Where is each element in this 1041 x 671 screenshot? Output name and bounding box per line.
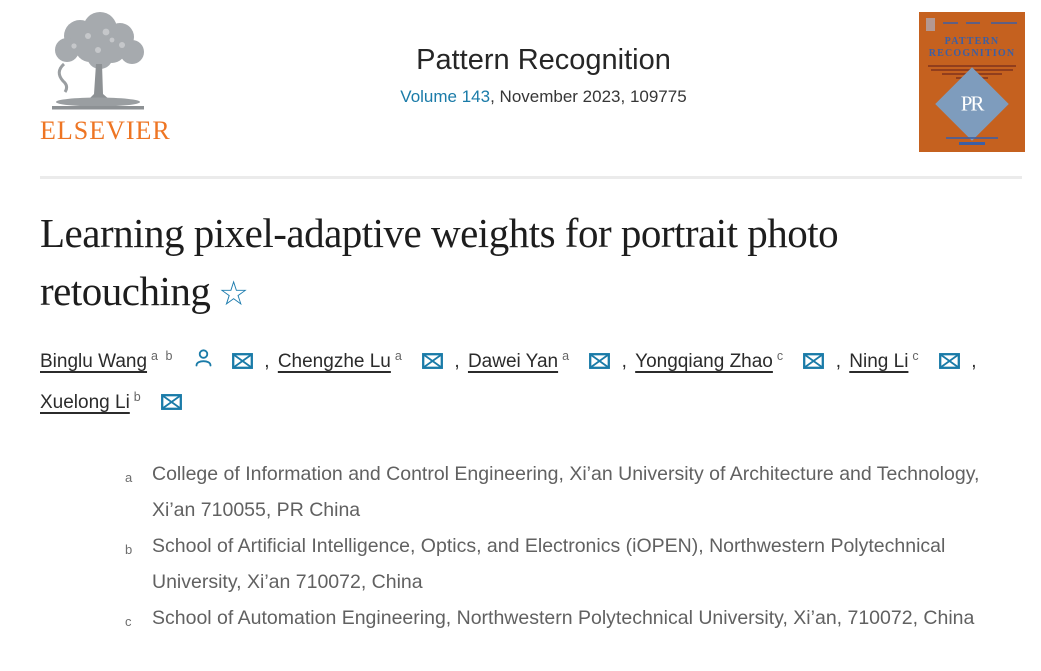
- author-name-link[interactable]: Binglu Wang: [40, 351, 148, 373]
- author-profile-icon[interactable]: [193, 347, 214, 369]
- author-name-link[interactable]: Yongqiang Zhao: [635, 351, 773, 373]
- affiliation-item: c School of Automation Engineering, North…: [125, 600, 1000, 636]
- journal-cover-thumbnail[interactable]: PATTERN RECOGNITION PR: [919, 12, 1025, 152]
- author: Xuelong Li b: [40, 389, 182, 414]
- issue-date-text: , November 2023, 109775: [490, 87, 687, 106]
- cover-journal-title: PATTERN RECOGNITION: [928, 36, 1016, 59]
- elsevier-wordmark: ELSEVIER: [40, 116, 171, 145]
- author-name-link[interactable]: Chengzhe Lu: [277, 351, 391, 373]
- affiliation-label: c: [125, 614, 132, 630]
- author-separator: ,: [971, 351, 977, 373]
- cover-pr-monogram: PR: [961, 91, 983, 116]
- cover-top-text-bar: [943, 22, 958, 24]
- cover-bottom-text-bar: [959, 142, 985, 145]
- author: Chengzhe Lu a: [277, 349, 449, 373]
- article-title: Learning pixel-adaptive weights for port…: [40, 204, 975, 320]
- author-separator: ,: [264, 351, 275, 373]
- email-author-icon[interactable]: [232, 353, 253, 370]
- cover-bottom-text-bar: [946, 137, 998, 139]
- email-author-icon[interactable]: [161, 394, 182, 411]
- journal-title-link[interactable]: Pattern Recognition: [416, 44, 671, 76]
- author-affiliation-sup: a: [394, 349, 404, 364]
- author-affiliation-sup: c: [776, 349, 786, 364]
- author-separator: ,: [835, 351, 847, 373]
- affiliation-text: School of Automation Engineering, Northw…: [152, 607, 975, 630]
- cover-top-text-bar: [991, 22, 1017, 24]
- author: Yongqiang Zhao c: [635, 349, 830, 373]
- author: Ning Li c: [849, 349, 965, 373]
- author-affiliation-sup: a: [562, 349, 572, 364]
- email-author-icon[interactable]: [422, 353, 444, 370]
- footnote-star-icon[interactable]: ☆: [218, 276, 249, 314]
- author-affiliation-sup: c: [912, 349, 921, 364]
- author-separator: ,: [454, 351, 465, 373]
- affiliation-label: a: [125, 470, 133, 486]
- cover-editor-text-bar: [928, 65, 1016, 67]
- affiliation-text: School of Artificial Intelligence, Optic…: [152, 535, 946, 594]
- issue-line: Volume 143, November 2023, 109775: [168, 87, 919, 107]
- author: Binglu Wang a b: [40, 349, 258, 373]
- volume-link[interactable]: Volume 143: [400, 87, 491, 106]
- journal-header-center: Pattern Recognition Volume 143, November…: [168, 12, 919, 107]
- affiliation-text: College of Information and Control Engin…: [152, 463, 980, 522]
- author-name-link[interactable]: Dawei Yan: [467, 351, 559, 373]
- header-divider: [40, 176, 1022, 179]
- author-separator: ,: [621, 351, 633, 373]
- elsevier-tree-logo: [40, 12, 158, 114]
- email-author-icon[interactable]: [939, 353, 960, 370]
- affiliation-list: a College of Information and Control Engi…: [125, 456, 1000, 636]
- affiliation-item: a College of Information and Control Engi…: [125, 456, 1000, 528]
- cover-mini-logo: [926, 18, 935, 31]
- affiliation-item: b School of Artificial Intelligence, Opti…: [125, 528, 1000, 600]
- author-name-link[interactable]: Xuelong Li: [40, 392, 130, 414]
- author-list: Binglu Wang a b , Chengzhe Lu a , Dawei Ya…: [40, 342, 995, 424]
- author-affiliation-sup: b: [133, 389, 143, 404]
- author-affiliation-sup: a b: [151, 349, 175, 364]
- cover-top-text-bar: [966, 22, 980, 24]
- article-content: Learning pixel-adaptive weights for port…: [0, 204, 1041, 636]
- author: Dawei Yan a: [467, 349, 616, 373]
- email-author-icon[interactable]: [803, 353, 825, 370]
- article-header-page: ELSEVIER Pattern Recognition Volume 143,…: [0, 0, 1041, 636]
- email-author-icon[interactable]: [589, 353, 611, 370]
- journal-header: ELSEVIER Pattern Recognition Volume 143,…: [0, 0, 1041, 152]
- article-title-text: Learning pixel-adaptive weights for port…: [40, 210, 839, 315]
- cover-pr-diamond: PR: [935, 67, 1009, 141]
- author-name-link[interactable]: Ning Li: [849, 351, 909, 373]
- affiliation-label: b: [125, 542, 133, 558]
- elsevier-logo[interactable]: ELSEVIER: [40, 12, 171, 146]
